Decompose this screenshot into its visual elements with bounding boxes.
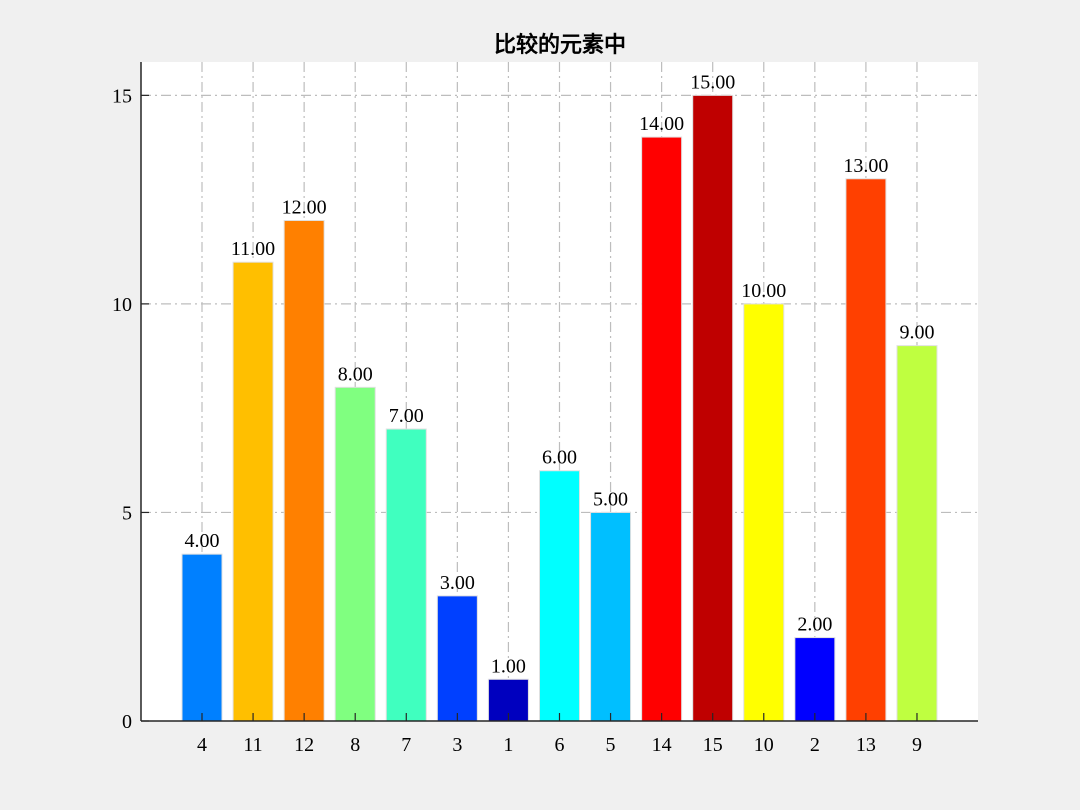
x-tick-label: 11 <box>243 734 262 756</box>
x-tick-label: 9 <box>912 734 922 756</box>
x-tick-label: 3 <box>452 734 462 756</box>
y-tick-label: 10 <box>112 294 132 316</box>
data-label: 7.00 <box>389 405 424 427</box>
bar-14 <box>641 136 683 722</box>
x-tick-label: 13 <box>856 734 876 756</box>
data-label: 4.00 <box>185 530 220 552</box>
bar-11 <box>232 261 274 722</box>
data-label: 9.00 <box>899 322 934 344</box>
data-label: 1.00 <box>491 655 526 677</box>
y-tick-labels: 0 5 10 15 <box>112 85 132 733</box>
chart-title: 比较的元素中 <box>494 32 626 57</box>
data-label: 13.00 <box>843 155 888 177</box>
x-tick-label: 7 <box>401 734 411 756</box>
x-tick-label: 12 <box>294 734 314 756</box>
y-tick-label: 15 <box>112 85 132 107</box>
x-tick-label: 6 <box>554 734 564 756</box>
x-tick-label: 10 <box>754 734 774 756</box>
bar-15 <box>692 94 734 722</box>
y-tick-label: 0 <box>122 711 132 733</box>
x-tick-label: 4 <box>197 734 207 756</box>
data-label: 3.00 <box>440 572 475 594</box>
data-label: 5.00 <box>593 488 628 510</box>
x-tick-labels: 4 11 12 8 7 3 1 6 5 14 15 10 2 13 9 <box>197 734 922 756</box>
bar-10 <box>743 303 785 722</box>
x-tick-label: 8 <box>350 734 360 756</box>
y-tick-label: 5 <box>122 502 132 524</box>
data-label: 12.00 <box>282 196 327 218</box>
bar-4 <box>181 553 223 722</box>
bar-2 <box>794 637 836 722</box>
x-tick-label: 1 <box>503 734 513 756</box>
bar-13 <box>845 178 887 722</box>
bars <box>181 94 938 722</box>
data-label: 6.00 <box>542 447 577 469</box>
x-tick-label: 14 <box>652 734 672 756</box>
x-tick-label: 2 <box>810 734 820 756</box>
data-label: 11.00 <box>231 238 275 260</box>
bar-7 <box>385 428 427 722</box>
bar-8 <box>334 386 376 722</box>
data-label: 8.00 <box>338 363 373 385</box>
data-labels: 4.00 11.00 12.00 8.00 7.00 3.00 1.00 6.00 5.00 14… <box>185 71 935 677</box>
x-tick-label: 15 <box>703 734 723 756</box>
data-label: 10.00 <box>741 280 786 302</box>
data-label: 14.00 <box>639 113 684 135</box>
data-label: 15.00 <box>690 71 735 93</box>
bar-12 <box>283 219 325 722</box>
x-tick-label: 5 <box>606 734 616 756</box>
bar-6 <box>538 470 580 722</box>
bar-9 <box>896 345 938 722</box>
bar-5 <box>590 511 632 722</box>
bar-3 <box>436 595 478 722</box>
data-label: 2.00 <box>797 614 832 636</box>
axes <box>140 62 978 722</box>
